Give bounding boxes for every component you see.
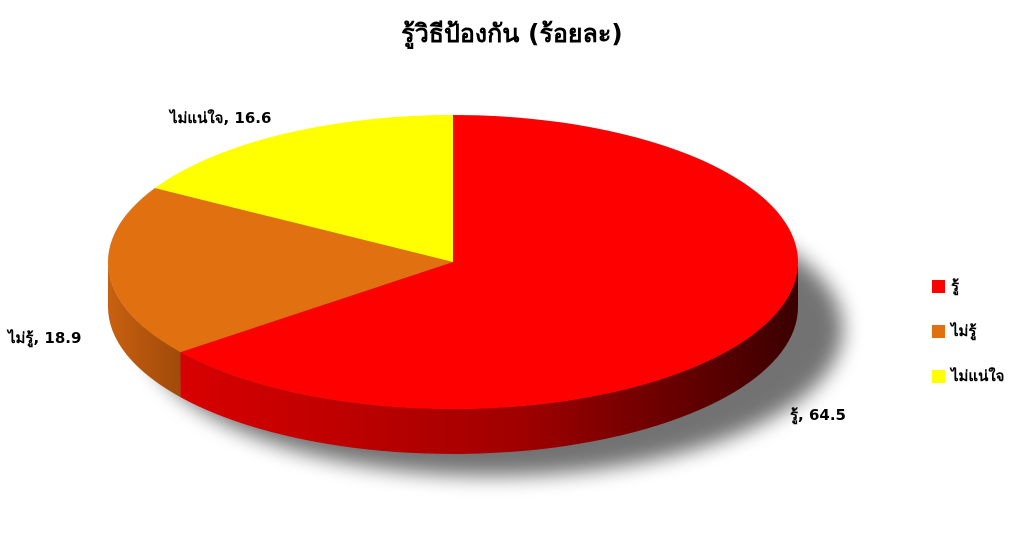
- legend-label: รู้: [951, 277, 960, 295]
- chart-title: รู้วิธีป้องกัน (ร้อยละ): [401, 19, 623, 48]
- chart-legend: รู้ ไม่รู้ ไม่แน่ใจ: [932, 276, 1004, 411]
- pie-side-รู้: [180, 262, 799, 455]
- legend-swatch: [932, 324, 945, 338]
- legend-label: ไม่รู้: [951, 322, 977, 340]
- legend-item-รู้: รู้: [932, 276, 1004, 296]
- pie-side-ไม่รู้: [108, 262, 181, 398]
- legend-swatch: [932, 279, 945, 293]
- legend-label: ไม่แน่ใจ: [951, 367, 1005, 385]
- legend-item-ไม่แน่ใจ: ไม่แน่ใจ: [932, 366, 1004, 386]
- legend-swatch: [932, 369, 945, 383]
- data-label-ไม่แน่ใจ: ไม่แน่ใจ, 16.6: [168, 108, 271, 127]
- pie-slice-ไม่รู้: [107, 187, 453, 353]
- data-label-ไม่รู้: ไม่รู้, 18.9: [6, 328, 81, 348]
- pie-slice-ไม่แน่ใจ: [154, 115, 454, 262]
- pie-slice-รู้: [180, 115, 799, 409]
- data-label-รู้: รู้, 64.5: [790, 406, 846, 425]
- legend-item-ไม่รู้: ไม่รู้: [932, 321, 1004, 341]
